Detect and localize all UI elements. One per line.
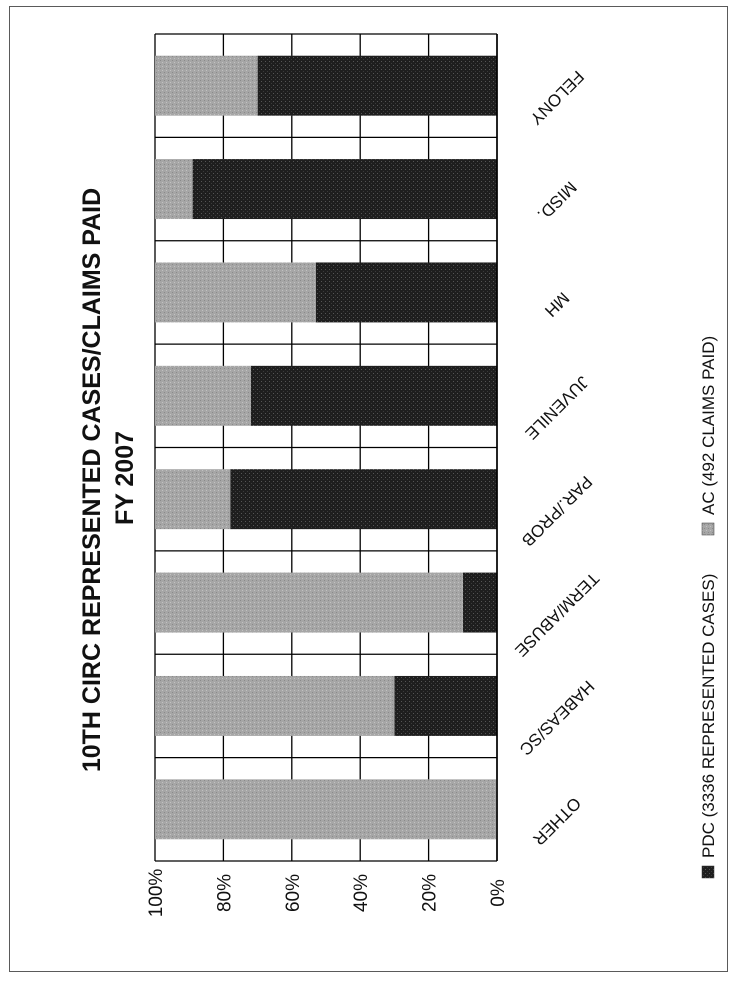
- category-label: MISD.: [533, 178, 580, 225]
- category-label: TERM/ABUSE: [511, 569, 603, 661]
- bar-juvenile-ac: [155, 365, 251, 426]
- bar-par-prob-pdc: [230, 469, 498, 530]
- bar-misd--pdc: [192, 159, 497, 220]
- bar-misd--ac: [155, 159, 193, 220]
- y-tick-label: 80%: [214, 874, 235, 912]
- gridlines: [154, 33, 498, 862]
- bars-group: [155, 55, 498, 840]
- category-label: FELONY: [526, 67, 588, 129]
- chart-title: 10TH CIRC REPRESENTED CASES/CLAIMS PAID: [78, 188, 106, 772]
- chart-subtitle: FY 2007: [111, 431, 139, 525]
- category-label: OTHER: [529, 793, 585, 849]
- y-tick-label: 60%: [283, 874, 304, 912]
- bar-term-abuse-ac: [155, 572, 463, 633]
- bar-term-abuse-pdc: [462, 572, 497, 633]
- legend: PDC (3336 REPRESENTED CASES) AC (492 CLAI…: [699, 336, 718, 879]
- category-label: JUVENILE: [521, 372, 592, 443]
- y-tick-label: 100%: [146, 869, 167, 918]
- category-label: HABEAS/SC: [516, 677, 598, 759]
- legend-swatch: [701, 865, 715, 879]
- bar-par-prob-ac: [155, 469, 231, 530]
- bar-felony-ac: [155, 55, 258, 116]
- bar-other-ac: [155, 779, 497, 840]
- legend-swatch: [701, 522, 715, 536]
- bar-mh-pdc: [315, 262, 497, 323]
- bar-mh-ac: [155, 262, 316, 323]
- bar-felony-pdc: [257, 55, 497, 116]
- category-label: PAR./PROB: [518, 472, 596, 550]
- bar-habeas-sc-ac: [155, 675, 395, 736]
- y-tick-label: 0%: [488, 879, 509, 907]
- y-tick-label: 20%: [420, 874, 441, 912]
- bar-habeas-sc-pdc: [394, 675, 497, 736]
- chart-frame: [9, 6, 728, 972]
- y-tick-label: 40%: [351, 874, 372, 912]
- legend-label: PDC (3336 REPRESENTED CASES): [699, 574, 718, 858]
- legend-label: AC (492 CLAIMS PAID): [699, 336, 718, 515]
- category-label: MH: [541, 288, 573, 320]
- bar-juvenile-pdc: [250, 365, 497, 426]
